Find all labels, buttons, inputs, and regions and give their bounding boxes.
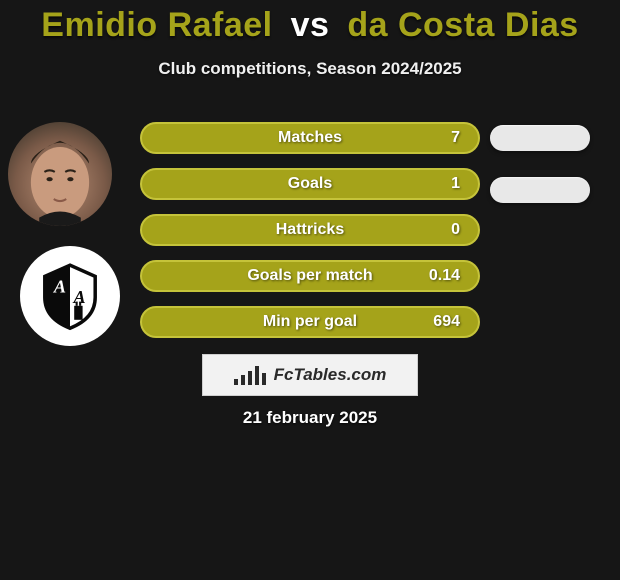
opponent-pill-matches (490, 125, 590, 151)
opponent-pill-goals (490, 177, 590, 203)
team-shield-icon: A A (35, 261, 105, 331)
player-face-icon (8, 122, 112, 226)
stat-row: Matches 7 (140, 122, 480, 154)
stat-label: Min per goal (200, 313, 420, 331)
date-label: 21 february 2025 (0, 408, 620, 428)
stats-rows: Matches 7 Goals 1 Hattricks 0 Goals per … (140, 122, 480, 352)
brand-text: FcTables.com (274, 365, 387, 385)
stat-row: Min per goal 694 (140, 306, 480, 338)
player1-name: Emidio Rafael (41, 6, 272, 44)
comparison-title: Emidio Rafael vs da Costa Dias (0, 0, 620, 45)
stat-label: Hattricks (200, 221, 420, 239)
brand-bars-icon (234, 366, 266, 385)
stat-pill-hattricks: Hattricks 0 (140, 214, 480, 246)
stat-value: 7 (420, 129, 460, 147)
stat-label: Goals per match (200, 267, 420, 285)
stat-value: 694 (420, 313, 460, 331)
team-badge: A A (20, 246, 120, 346)
avatar-column: A A (8, 122, 128, 346)
stat-row: Goals per match 0.14 (140, 260, 480, 292)
stat-label: Matches (200, 129, 420, 147)
player-avatar (8, 122, 112, 226)
stat-pill-min-per-goal: Min per goal 694 (140, 306, 480, 338)
vs-separator: vs (291, 6, 330, 44)
svg-text:A: A (53, 277, 66, 297)
stat-pill-matches: Matches 7 (140, 122, 480, 154)
svg-text:A: A (73, 287, 86, 307)
player2-name: da Costa Dias (347, 6, 578, 44)
stat-value: 1 (420, 175, 460, 193)
stat-row: Hattricks 0 (140, 214, 480, 246)
stat-pill-goals: Goals 1 (140, 168, 480, 200)
stat-label: Goals (200, 175, 420, 193)
subtitle: Club competitions, Season 2024/2025 (0, 59, 620, 79)
stat-row: Goals 1 (140, 168, 480, 200)
stat-pill-goals-per-match: Goals per match 0.14 (140, 260, 480, 292)
stat-value: 0 (420, 221, 460, 239)
stat-value: 0.14 (420, 267, 460, 285)
brand-box[interactable]: FcTables.com (202, 354, 418, 396)
